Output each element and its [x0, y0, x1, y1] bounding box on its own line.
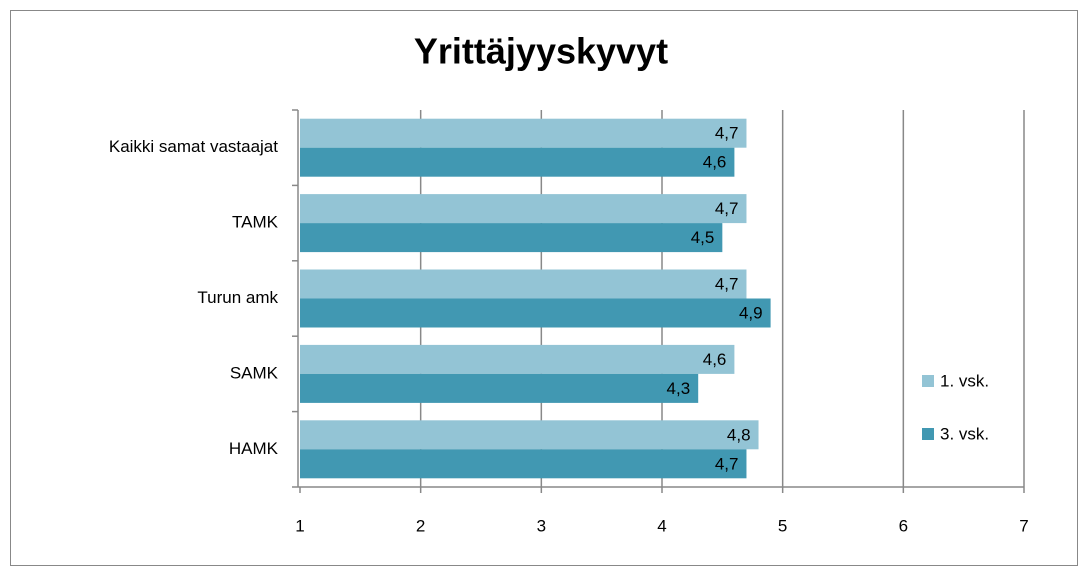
value-label: 4,6 [703, 153, 727, 172]
bar [300, 269, 747, 299]
x-tick-label: 4 [657, 516, 666, 535]
x-tick-label: 3 [537, 516, 546, 535]
bar [300, 194, 747, 224]
x-tick-label: 1 [295, 516, 304, 535]
value-label: 4,7 [715, 274, 739, 293]
bar [300, 298, 771, 328]
y-tick-label: HAMK [229, 439, 279, 458]
x-tick-label: 5 [778, 516, 787, 535]
x-tick-label: 7 [1019, 516, 1028, 535]
y-tick-label: SAMK [230, 363, 279, 382]
bar [300, 147, 735, 177]
legend-swatch [922, 428, 934, 440]
value-label: 4,7 [715, 199, 739, 218]
bar [300, 118, 747, 148]
legend-label: 1. vsk. [940, 371, 989, 390]
value-label: 4,3 [667, 379, 691, 398]
y-tick-label: Turun amk [197, 288, 278, 307]
value-label: 4,9 [739, 303, 763, 322]
value-label: 4,5 [691, 228, 715, 247]
value-label: 4,7 [715, 124, 739, 143]
x-tick-label: 2 [416, 516, 425, 535]
legend-label: 3. vsk. [940, 424, 989, 443]
legend-swatch [922, 375, 934, 387]
y-tick-label: TAMK [232, 213, 279, 232]
value-label: 4,6 [703, 350, 727, 369]
y-tick-label: Kaikki samat vastaajat [109, 137, 278, 156]
bar [300, 373, 699, 403]
bar [300, 344, 735, 374]
bar [300, 223, 723, 253]
x-tick-label: 6 [899, 516, 908, 535]
value-label: 4,8 [727, 425, 751, 444]
bar [300, 449, 747, 479]
chart-title: Yrittäjyyskyvyt [414, 31, 668, 72]
bar [300, 420, 759, 450]
value-label: 4,7 [715, 454, 739, 473]
